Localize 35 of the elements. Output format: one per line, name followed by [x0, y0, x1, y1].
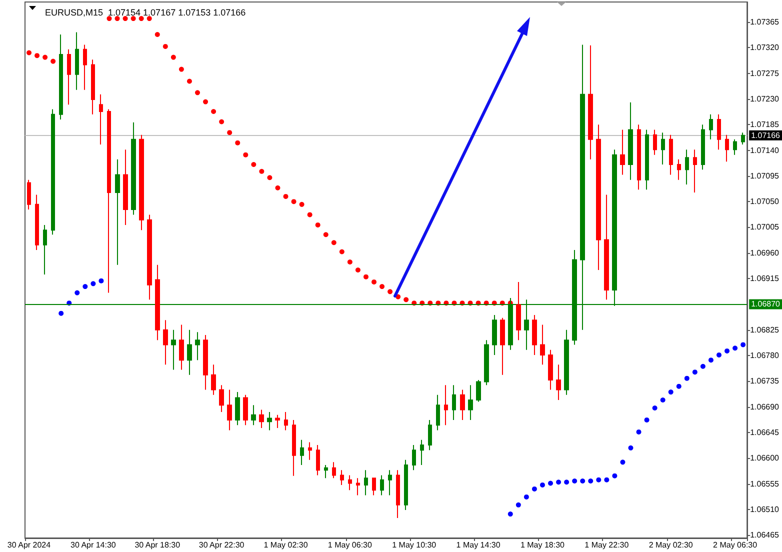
y-tick-label: 1.06465	[750, 530, 780, 540]
ref-line-label: 1.06870	[751, 300, 781, 309]
x-tick-label: 1 May 18:30	[520, 540, 566, 550]
y-tick-label: 1.06645	[750, 428, 780, 438]
y-tick-label: 1.07185	[750, 120, 780, 130]
y-tick-label: 1.07275	[750, 68, 780, 78]
y-tick-label: 1.07095	[750, 171, 780, 180]
x-tick-label: 1 May 02:30	[264, 540, 308, 550]
x-tick-label: 1 May 22:30	[584, 540, 630, 550]
x-tick-label: 30 Apr 18:30	[134, 540, 181, 550]
y-tick-label: 1.06555	[750, 479, 780, 488]
y-tick-label: 1.07050	[750, 197, 780, 206]
y-tick-label: 1.07140	[750, 146, 780, 155]
y-tick-label: 1.06600	[750, 454, 780, 463]
x-tick-label: 30 Apr 22:30	[198, 540, 245, 550]
y-tick-label: 1.06510	[750, 504, 780, 514]
y-tick-label: 1.06690	[750, 402, 780, 412]
ref-line-label: 1.07166	[751, 130, 781, 140]
y-tick-label: 1.07230	[750, 94, 780, 104]
y-tick-label: 1.07005	[750, 222, 780, 232]
x-tick-label: 30 Apr 2024	[7, 540, 52, 550]
y-tick-label: 1.07365	[750, 17, 780, 26]
x-tick-label: 2 May 06:30	[713, 540, 758, 550]
text: EURUSD,M15 1.07154 1.07167 1.07153 1.07166	[45, 8, 246, 18]
x-tick-label: 2 May 02:30	[648, 540, 694, 550]
y-tick-label: 1.06825	[750, 325, 780, 334]
x-tick-label: 1 May 14:30	[456, 540, 501, 550]
y-tick-label: 1.07320	[750, 43, 780, 52]
x-tick-label: 30 Apr 14:30	[70, 540, 116, 550]
y-tick-label: 1.06960	[750, 248, 780, 258]
x-tick-label: 1 May 10:30	[392, 540, 437, 550]
x-tick-label: 1 May 06:30	[328, 540, 372, 550]
y-tick-label: 1.06780	[750, 351, 780, 360]
y-tick-label: 1.06915	[750, 274, 780, 284]
y-tick-label: 1.06735	[750, 376, 780, 386]
